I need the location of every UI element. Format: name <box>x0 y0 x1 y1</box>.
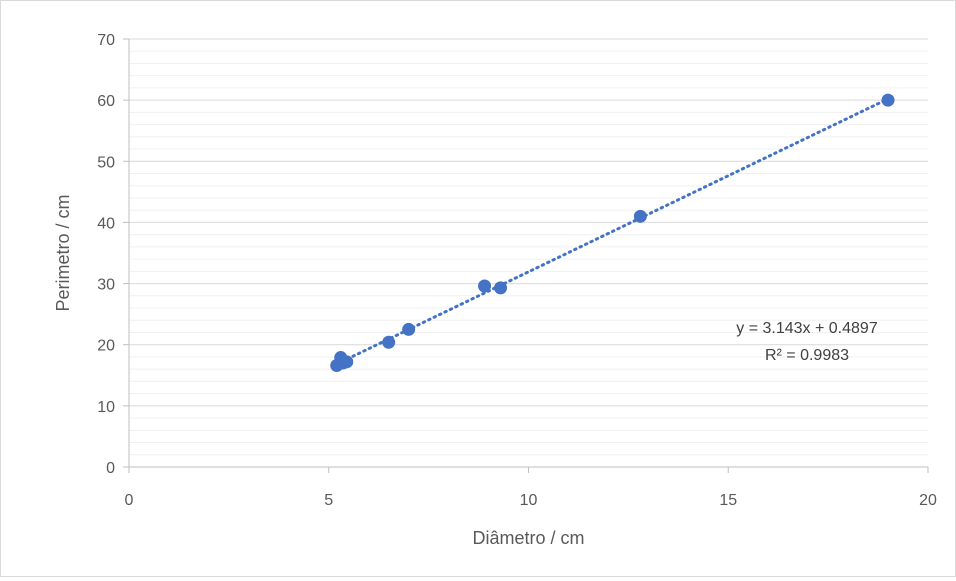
y-axis-title: Perimetro / cm <box>53 194 73 311</box>
data-point <box>478 279 492 293</box>
trendline <box>335 97 890 366</box>
y-tick-label: 0 <box>106 460 115 477</box>
y-tick-label: 40 <box>97 215 115 232</box>
data-points <box>330 93 895 373</box>
gridlines <box>129 38 928 456</box>
x-tick-label: 10 <box>520 492 538 509</box>
data-point <box>382 335 396 349</box>
x-axis-title: Diâmetro / cm <box>472 528 584 548</box>
data-point <box>881 93 895 107</box>
data-point <box>633 209 647 223</box>
y-tick-label: 70 <box>97 32 115 49</box>
r-squared-label: R² = 0.9983 <box>765 347 849 364</box>
x-tick-labels: 0 5 10 15 20 <box>125 492 937 509</box>
y-tick-label: 60 <box>97 93 115 110</box>
trendline-line <box>335 97 890 366</box>
axes <box>123 38 929 473</box>
data-point <box>402 322 416 336</box>
x-tick-label: 0 <box>125 492 134 509</box>
x-tick-label: 5 <box>324 492 333 509</box>
y-tick-label: 30 <box>97 277 115 294</box>
y-tick-label: 10 <box>97 399 115 416</box>
x-tick-label: 20 <box>919 492 937 509</box>
data-point <box>340 355 354 369</box>
y-tick-labels: 0 10 20 30 40 50 60 70 <box>97 32 115 477</box>
x-tick-label: 15 <box>719 492 737 509</box>
y-tick-label: 50 <box>97 154 115 171</box>
data-point <box>494 281 508 295</box>
y-tick-label: 20 <box>97 338 115 355</box>
trendline-equation: y = 3.143x + 0.4897 <box>736 320 878 337</box>
